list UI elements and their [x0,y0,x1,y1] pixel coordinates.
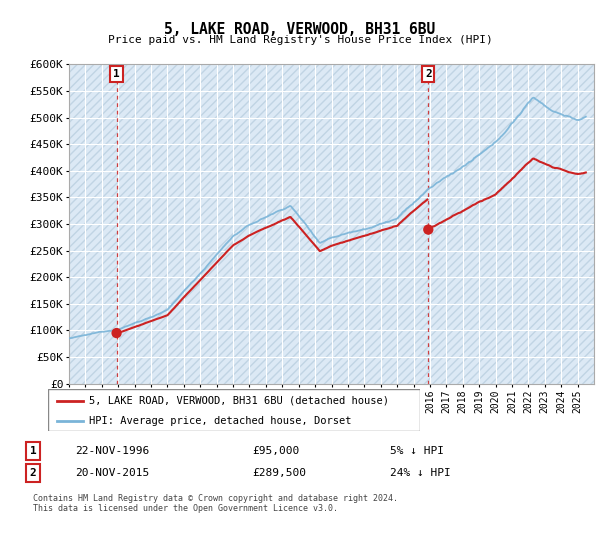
Text: 22-NOV-1996: 22-NOV-1996 [75,446,149,456]
Point [112,329,121,338]
Text: 2: 2 [425,69,431,79]
Text: 5, LAKE ROAD, VERWOOD, BH31 6BU: 5, LAKE ROAD, VERWOOD, BH31 6BU [164,22,436,38]
Text: 2: 2 [29,468,37,478]
Text: 24% ↓ HPI: 24% ↓ HPI [390,468,451,478]
Text: £289,500: £289,500 [252,468,306,478]
Text: Contains HM Land Registry data © Crown copyright and database right 2024.
This d: Contains HM Land Registry data © Crown c… [33,494,398,514]
Text: 20-NOV-2015: 20-NOV-2015 [75,468,149,478]
Text: Price paid vs. HM Land Registry's House Price Index (HPI): Price paid vs. HM Land Registry's House … [107,35,493,45]
Text: 1: 1 [29,446,37,456]
Text: £95,000: £95,000 [252,446,299,456]
Point [424,225,433,234]
Text: 5% ↓ HPI: 5% ↓ HPI [390,446,444,456]
Text: 5, LAKE ROAD, VERWOOD, BH31 6BU (detached house): 5, LAKE ROAD, VERWOOD, BH31 6BU (detache… [89,396,389,406]
Text: HPI: Average price, detached house, Dorset: HPI: Average price, detached house, Dors… [89,416,352,426]
FancyBboxPatch shape [48,389,420,431]
Text: 1: 1 [113,69,120,79]
